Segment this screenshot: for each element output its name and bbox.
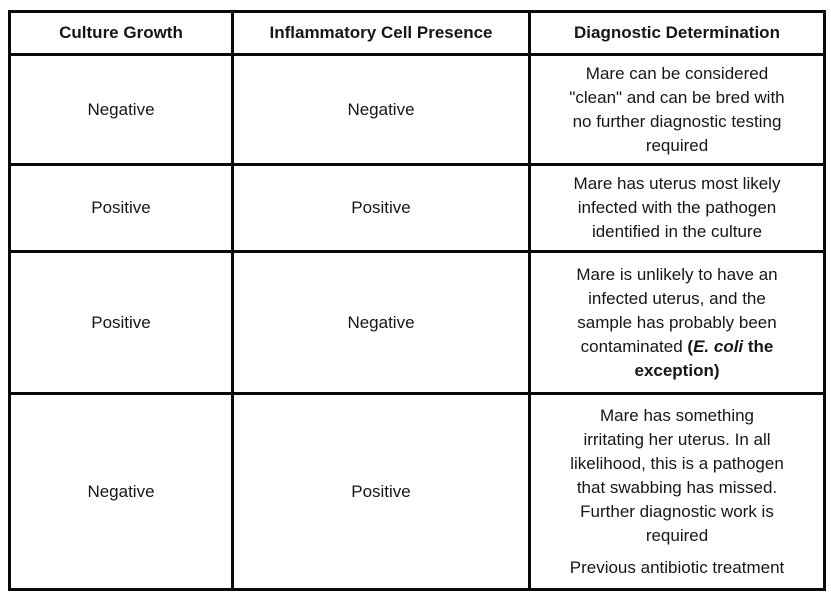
column-header-inflammatory-cell-presence: Inflammatory Cell Presence <box>231 10 531 56</box>
cell-row4-inflammatory-cell-presence: Positive <box>231 392 531 591</box>
table-row: Positive Positive Mare has uterus most l… <box>8 163 826 253</box>
cell-row3-culture-growth: Positive <box>8 250 234 395</box>
column-header-diagnostic-determination: Diagnostic Determination <box>528 10 826 56</box>
diagnostic-paragraph: Mare is unlikely to have an infected ute… <box>576 264 778 380</box>
cell-row4-diagnostic-determination: Mare has something irritating her uterus… <box>528 392 826 591</box>
cell-row3-inflammatory-cell-presence: Negative <box>231 250 531 395</box>
diagnostic-paragraph: Mare has uterus most likely infected wit… <box>573 174 781 241</box>
column-header-culture-growth: Culture Growth <box>8 10 234 56</box>
cell-row2-diagnostic-determination: Mare has uterus most likely infected wit… <box>528 163 826 253</box>
diagnostic-paragraph: Previous antibiotic treatment <box>569 557 785 577</box>
diagnostic-table: Culture Growth Inflammatory Cell Presenc… <box>8 10 826 591</box>
table-row: Negative Negative Mare can be considered… <box>8 53 826 166</box>
table-row: Negative Positive Mare has something irr… <box>8 392 826 591</box>
cell-row1-culture-growth: Negative <box>8 53 234 166</box>
cell-row3-diagnostic-determination: Mare is unlikely to have an infected ute… <box>528 250 826 395</box>
diagnostic-paragraph: Mare can be considered "clean" and can b… <box>569 63 785 155</box>
cell-row4-culture-growth: Negative <box>8 392 234 591</box>
diagnostic-paragraph: Mare has something irritating her uterus… <box>570 405 784 545</box>
cell-row2-culture-growth: Positive <box>8 163 234 253</box>
cell-row1-diagnostic-determination: Mare can be considered "clean" and can b… <box>528 53 826 166</box>
table-row: Positive Negative Mare is unlikely to ha… <box>8 250 826 395</box>
cell-row2-inflammatory-cell-presence: Positive <box>231 163 531 253</box>
cell-row1-inflammatory-cell-presence: Negative <box>231 53 531 166</box>
header-row: Culture Growth Inflammatory Cell Presenc… <box>8 10 826 56</box>
